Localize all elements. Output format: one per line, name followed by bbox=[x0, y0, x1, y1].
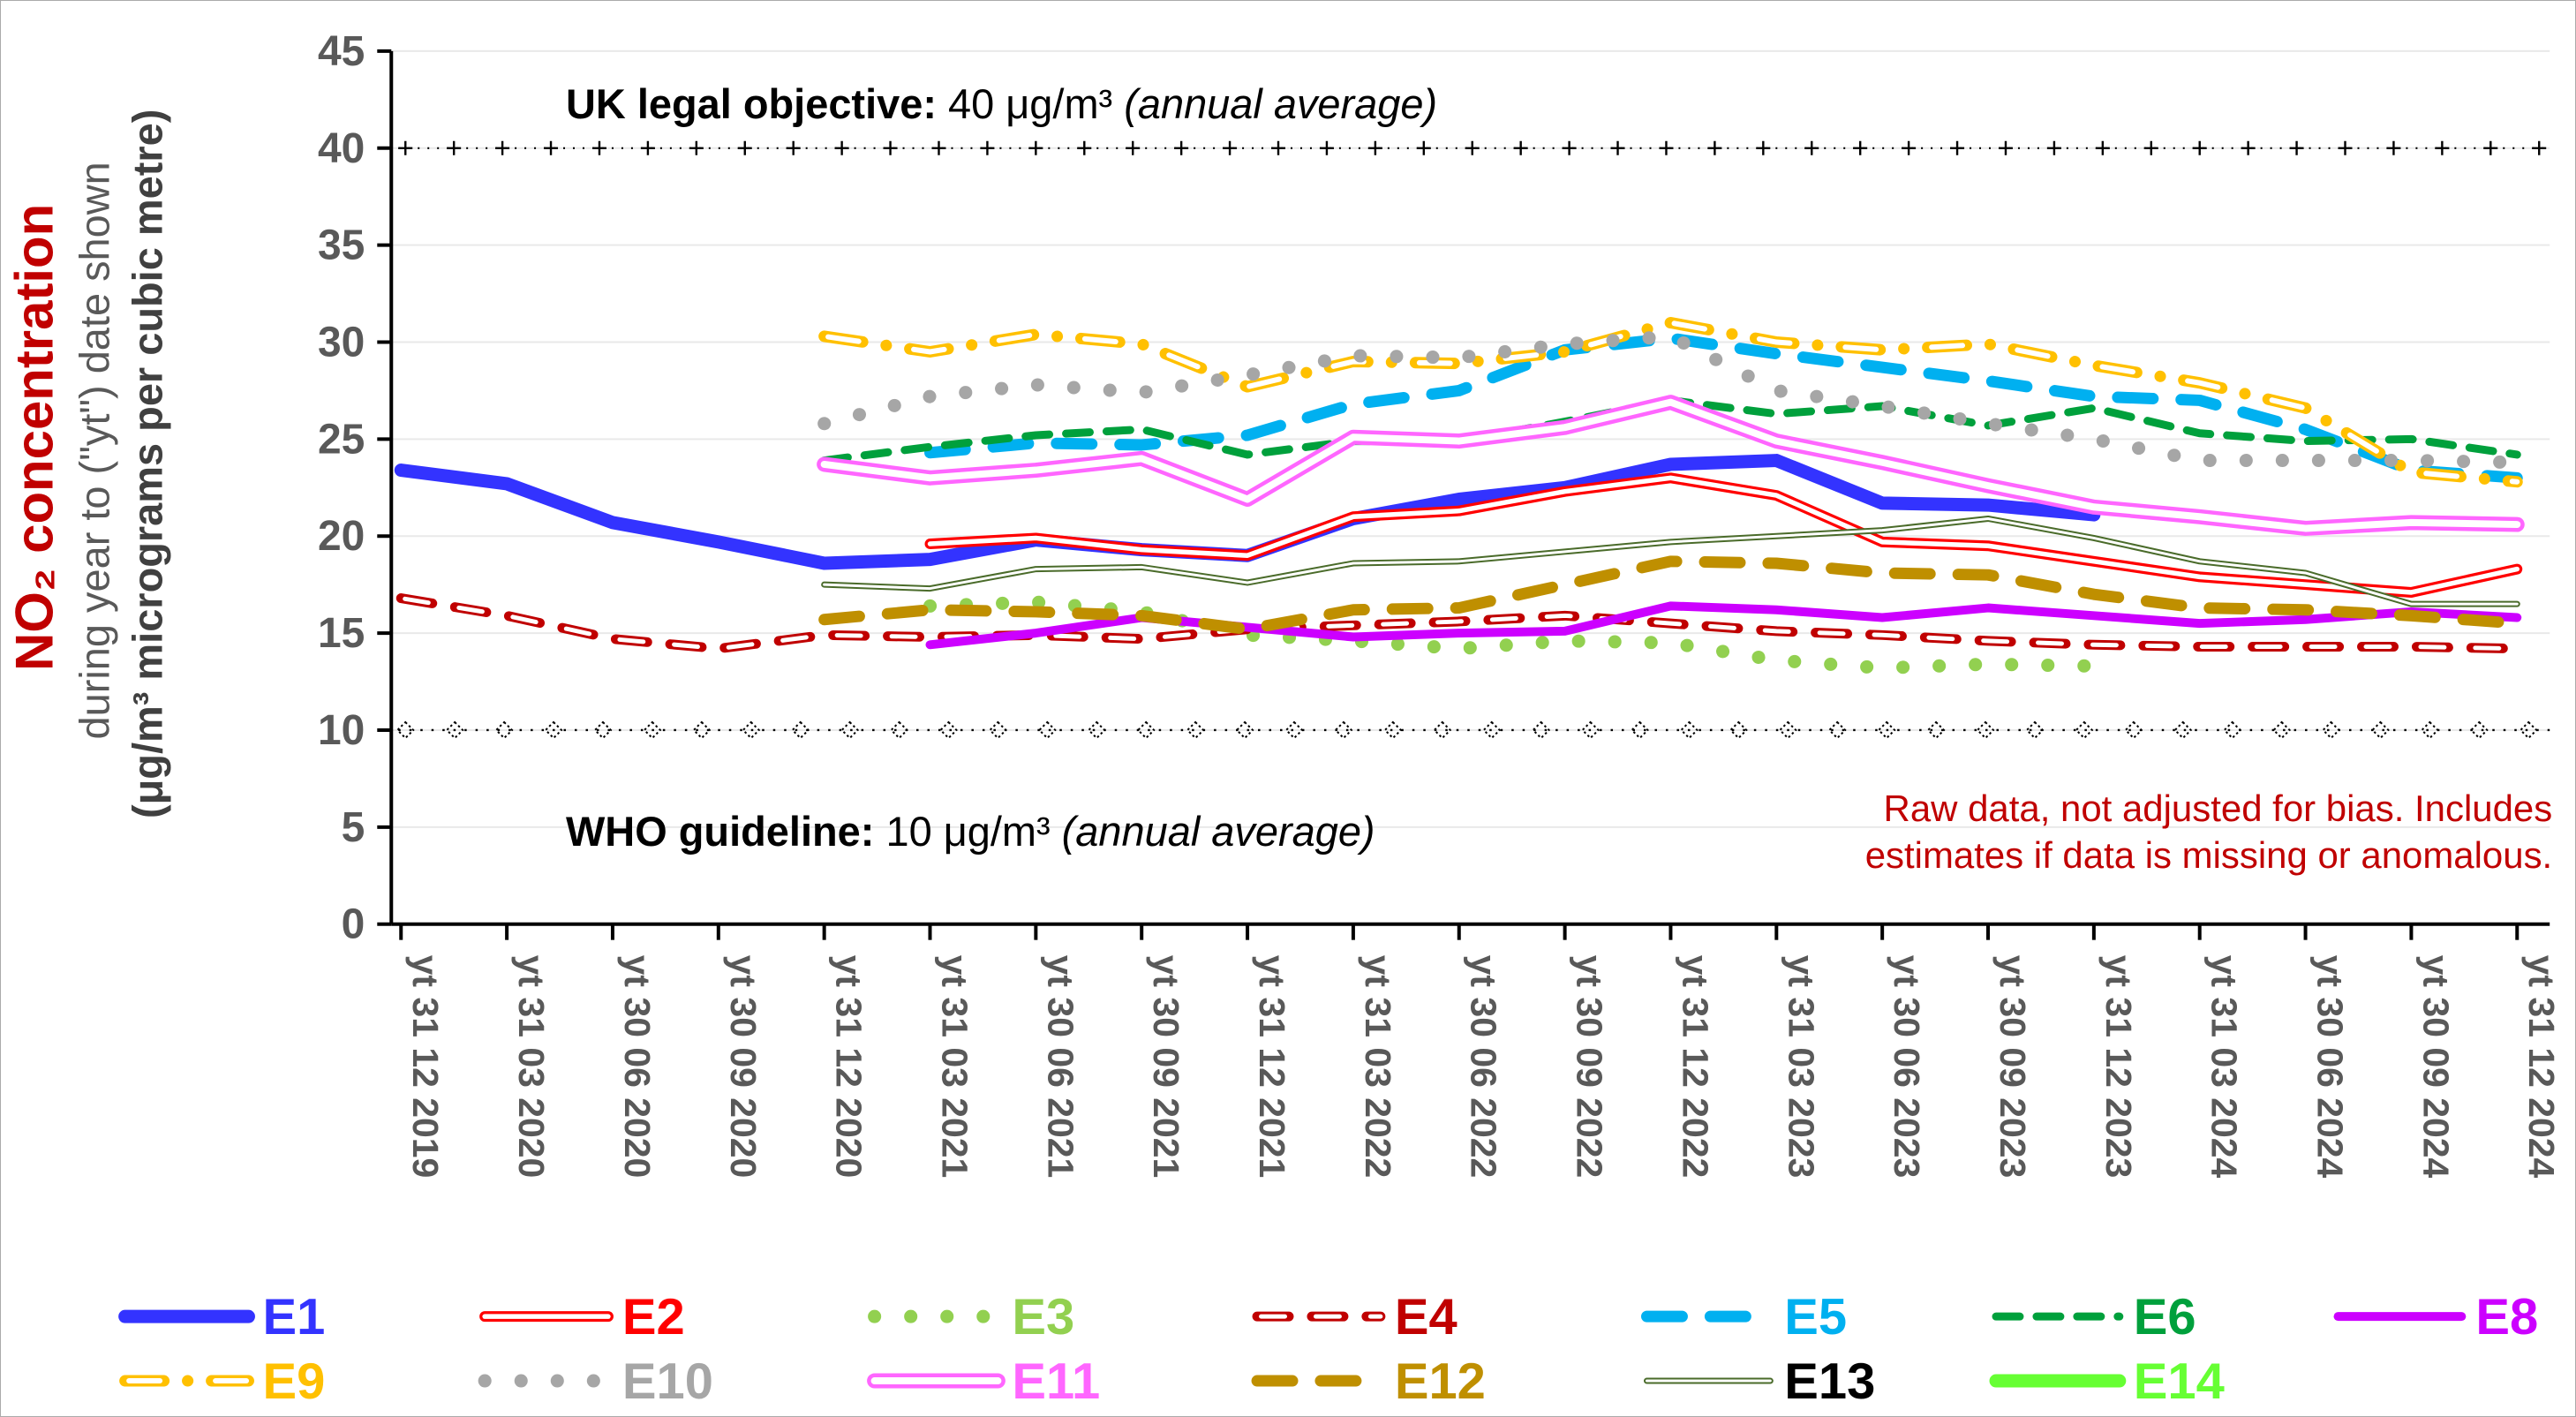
who-guideline-label: WHO guideline: 10 μg/m³ (annual average) bbox=[566, 809, 1375, 855]
legend-item-E8: E8 bbox=[2333, 1289, 2538, 1345]
series-line-E8 bbox=[925, 601, 2522, 650]
x-tick-label: yt 30 06 2022 bbox=[1464, 955, 1504, 1179]
x-tick-label: yt 30 09 2021 bbox=[1146, 955, 1186, 1179]
y-axis-title-main: NO₂ concentration bbox=[5, 204, 64, 671]
y-tick-label-40: 40 bbox=[318, 125, 365, 172]
series-line-E3 bbox=[923, 595, 2101, 675]
legend-item-E9: E9 bbox=[119, 1353, 325, 1410]
who-label-value: 10 μg/m³ bbox=[885, 809, 1061, 855]
y-tick-label-10: 10 bbox=[318, 707, 365, 754]
series-line-E4-core bbox=[398, 596, 2520, 652]
legend-item-E5: E5 bbox=[1641, 1289, 1847, 1345]
x-tick-label: yt 30 06 2020 bbox=[617, 955, 658, 1179]
legend-item-E13: E13 bbox=[1643, 1353, 1875, 1410]
x-tick-label: yt 31 12 2020 bbox=[829, 955, 870, 1179]
legend-label-E3: E3 bbox=[1012, 1289, 1074, 1345]
annotation-line-1: Raw data, not adjusted for bias. Include… bbox=[1884, 788, 2553, 829]
y-axis-title-sub: during year to ("yt") date shown bbox=[72, 162, 118, 739]
x-tick-label: yt 30 09 2024 bbox=[2415, 955, 2456, 1179]
x-tick-label: yt 30 06 2023 bbox=[1887, 955, 1927, 1179]
series-line-E11-core bbox=[820, 398, 2521, 532]
y-axis-title-units: (μg/m³ micrograms per cubic metre) bbox=[125, 109, 171, 818]
x-tick-label: yt 30 09 2023 bbox=[1992, 955, 2033, 1179]
legend-label-E5: E5 bbox=[1784, 1289, 1847, 1345]
legend-item-E12: E12 bbox=[1251, 1353, 1486, 1410]
y-tick-label-20: 20 bbox=[318, 513, 365, 560]
axes bbox=[377, 49, 2550, 940]
legend-item-E4: E4 bbox=[1252, 1289, 1457, 1345]
uk-label-bold: UK legal objective: bbox=[566, 81, 937, 127]
uk-label-value: 40 μg/m³ bbox=[948, 81, 1124, 127]
y-tick-label-5: 5 bbox=[342, 804, 365, 851]
series-line-E10 bbox=[817, 329, 2524, 470]
x-tick-label: yt 31 12 2022 bbox=[1675, 955, 1715, 1179]
legend-label-E4: E4 bbox=[1395, 1289, 1457, 1345]
series-line-E2-core bbox=[927, 475, 2520, 595]
series-line-E12 bbox=[818, 555, 2523, 636]
y-tick-label-25: 25 bbox=[318, 416, 365, 463]
y-tick-label-15: 15 bbox=[318, 610, 365, 657]
legend-label-E6: E6 bbox=[2134, 1289, 2196, 1345]
uk-objective-plus-markers bbox=[398, 140, 2547, 155]
x-tick-label: yt 31 03 2020 bbox=[511, 955, 552, 1179]
series-line-E1 bbox=[394, 454, 2101, 570]
x-tick-label: yt 30 06 2021 bbox=[1040, 955, 1081, 1179]
legend-label-E12: E12 bbox=[1395, 1353, 1486, 1410]
legend: E1 E2 E3 E4 E5 E6 E8 E9 E10 E11 E12 E13 E14 bbox=[118, 1289, 2538, 1410]
x-tick-label: yt 31 12 2024 bbox=[2521, 955, 2562, 1179]
x-tick-label: yt 31 03 2024 bbox=[2204, 955, 2245, 1179]
y-tick-label-0: 0 bbox=[342, 901, 365, 948]
x-tick-label: yt 30 06 2024 bbox=[2310, 955, 2351, 1179]
uk-label-italic: (annual average) bbox=[1124, 81, 1437, 127]
who-label-italic: (annual average) bbox=[1062, 809, 1375, 855]
uk-legal-objective-label: UK legal objective: 40 μg/m³ (annual ave… bbox=[566, 81, 1437, 127]
tick-labels: 0 5 10 15 20 25 30 35 40 45 yt 31 12 2019 yt 31 03 … bbox=[318, 28, 2562, 1179]
y-tick-label-35: 35 bbox=[318, 222, 365, 269]
legend-item-E1: E1 bbox=[118, 1289, 325, 1345]
x-tick-label: yt 30 09 2022 bbox=[1570, 955, 1610, 1179]
who-label-bold: WHO guideline: bbox=[566, 809, 874, 855]
y-tick-label-45: 45 bbox=[318, 28, 365, 75]
x-tick-label: yt 31 12 2021 bbox=[1252, 955, 1292, 1179]
legend-item-E10: E10 bbox=[478, 1353, 713, 1410]
x-tick-label: yt 31 12 2023 bbox=[2098, 955, 2139, 1179]
x-tick-label: yt 31 03 2023 bbox=[1781, 955, 1821, 1179]
y-tick-label-30: 30 bbox=[318, 319, 365, 366]
legend-label-E8: E8 bbox=[2475, 1289, 2538, 1345]
series-line-E13-core bbox=[823, 516, 2519, 606]
series-line-E9-core bbox=[821, 320, 2520, 485]
legend-label-E9: E9 bbox=[262, 1353, 325, 1410]
series-line-E2 bbox=[924, 472, 2523, 598]
x-tick-label: yt 31 03 2022 bbox=[1358, 955, 1398, 1179]
legend-item-E3: E3 bbox=[868, 1289, 1074, 1345]
legend-label-E13: E13 bbox=[1784, 1353, 1875, 1410]
x-tick-label: yt 31 12 2019 bbox=[405, 955, 446, 1179]
legend-item-E14: E14 bbox=[1989, 1353, 2225, 1410]
legend-label-E2: E2 bbox=[622, 1289, 685, 1345]
x-tick-label: yt 31 03 2021 bbox=[934, 955, 975, 1179]
legend-label-E10: E10 bbox=[622, 1353, 713, 1410]
series-lines bbox=[394, 317, 2525, 675]
x-tick-label: yt 30 09 2020 bbox=[723, 955, 764, 1179]
reference-lines bbox=[395, 140, 2550, 740]
legend-item-E6: E6 bbox=[1992, 1289, 2196, 1345]
annotation-line-2: estimates if data is missing or anomalou… bbox=[1865, 834, 2553, 876]
legend-label-E14: E14 bbox=[2134, 1353, 2225, 1410]
legend-label-E1: E1 bbox=[262, 1289, 325, 1345]
legend-label-E11: E11 bbox=[1012, 1353, 1100, 1410]
legend-item-E2: E2 bbox=[479, 1289, 685, 1345]
legend-item-E11: E11 bbox=[867, 1353, 1100, 1410]
